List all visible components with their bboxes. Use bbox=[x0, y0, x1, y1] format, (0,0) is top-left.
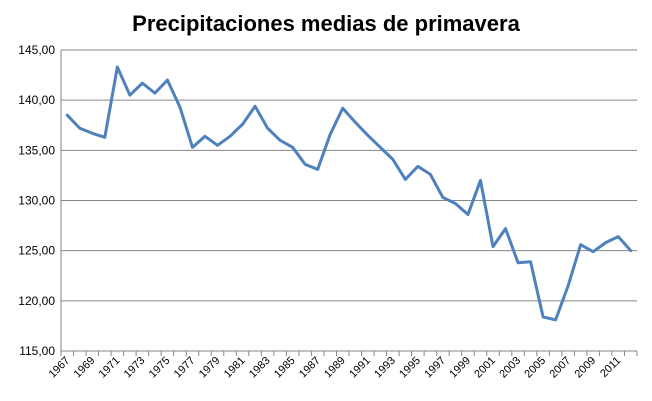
x-tick-label: 2009 bbox=[572, 355, 598, 381]
x-tick-label: 1991 bbox=[347, 355, 373, 381]
x-tick-label: 1999 bbox=[447, 355, 473, 381]
x-tick-label: 2007 bbox=[547, 355, 573, 381]
y-tick-label: 135,00 bbox=[18, 143, 55, 157]
x-tick-label: 2001 bbox=[472, 355, 498, 381]
x-tick-label: 1983 bbox=[247, 355, 273, 381]
x-tick-labels: 1967 1969 1971 1973 1975 1977 1979 1981 1983 1985… bbox=[47, 355, 624, 381]
x-tick-label: 2003 bbox=[497, 355, 523, 381]
x-tick-label: 1973 bbox=[122, 355, 148, 381]
x-tick-label: 1989 bbox=[322, 355, 348, 381]
x-tick-label: 1977 bbox=[172, 355, 198, 381]
x-tick-label: 2011 bbox=[598, 355, 623, 380]
y-tick-label: 140,00 bbox=[18, 93, 55, 107]
y-tick-label: 115,00 bbox=[19, 344, 55, 358]
x-tick-label: 1985 bbox=[272, 355, 298, 381]
axes bbox=[60, 50, 638, 356]
series-line bbox=[65, 65, 633, 322]
x-tick-label: 2005 bbox=[522, 355, 548, 381]
y-tick-label: 145,00 bbox=[18, 43, 55, 57]
y-tick-label: 125,00 bbox=[18, 244, 55, 258]
y-tick-label: 120,00 bbox=[18, 294, 55, 308]
x-tick-label: 1971 bbox=[97, 355, 123, 381]
y-tick-label: 130,00 bbox=[18, 194, 55, 208]
x-tick-label: 1969 bbox=[72, 355, 98, 381]
x-tick-label: 1975 bbox=[147, 355, 173, 381]
gridlines bbox=[61, 49, 637, 302]
series-group bbox=[65, 65, 633, 322]
x-tick-label: 1993 bbox=[372, 355, 398, 381]
chart-title: Precipitaciones medias de primavera bbox=[132, 11, 520, 36]
x-tick-label: 1995 bbox=[397, 355, 423, 381]
x-tick-label: 1967 bbox=[47, 355, 73, 381]
y-tick-labels: 115,00 120,00 125,00 130,00 135,00 140,00 145,… bbox=[18, 43, 55, 358]
x-tick-label: 1997 bbox=[422, 355, 448, 381]
x-tick-label: 1981 bbox=[222, 355, 248, 381]
x-tick-label: 1987 bbox=[297, 355, 323, 381]
x-tick-label: 1979 bbox=[197, 355, 223, 381]
